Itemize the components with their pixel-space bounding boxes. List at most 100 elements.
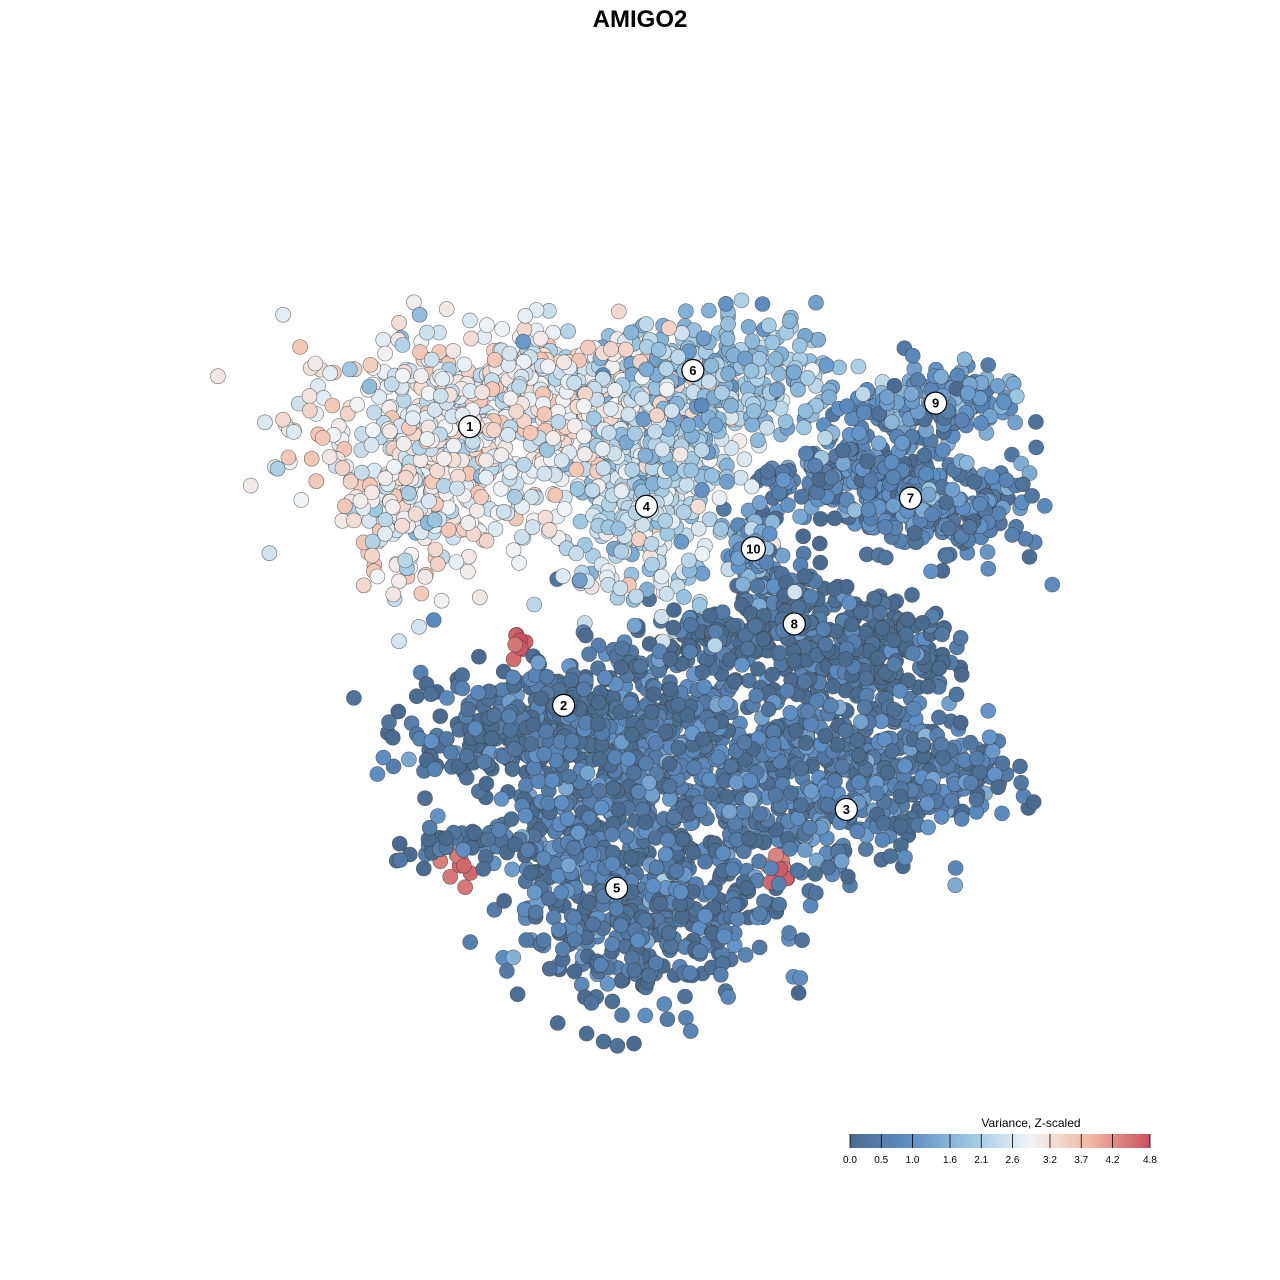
data-point — [683, 462, 700, 479]
data-point — [397, 552, 414, 569]
data-point — [591, 751, 608, 767]
data-point — [604, 826, 620, 843]
data-point — [595, 460, 612, 477]
data-point — [885, 469, 902, 486]
data-point — [603, 401, 619, 417]
data-point — [433, 592, 450, 609]
data-point — [366, 404, 383, 421]
data-point — [604, 856, 621, 872]
data-point — [604, 936, 620, 953]
data-point — [654, 441, 671, 458]
data-point — [600, 425, 617, 441]
data-point — [560, 323, 576, 340]
data-point — [947, 860, 964, 876]
data-point — [892, 818, 909, 834]
data-point — [607, 749, 623, 766]
data-point — [622, 695, 638, 712]
data-point — [457, 879, 474, 896]
data-point — [1037, 498, 1053, 514]
data-point — [593, 799, 610, 816]
data-point — [605, 780, 621, 797]
data-point — [903, 385, 920, 402]
data-point — [994, 805, 1010, 822]
data-point — [662, 681, 678, 698]
data-point — [875, 815, 892, 831]
data-point — [885, 497, 902, 514]
data-point — [656, 996, 673, 1012]
data-point — [672, 446, 689, 463]
data-point — [637, 814, 654, 831]
data-point — [822, 697, 839, 714]
data-point — [721, 803, 738, 820]
data-point — [210, 368, 226, 385]
data-point — [324, 397, 341, 414]
data-point — [469, 502, 485, 519]
data-point — [499, 963, 515, 979]
data-point — [395, 435, 412, 452]
data-point — [779, 682, 796, 699]
data-point — [603, 341, 619, 357]
data-point — [897, 849, 913, 866]
data-point — [618, 341, 634, 358]
data-point — [427, 761, 443, 778]
data-point — [968, 750, 985, 767]
legend-tick-label: 4.2 — [1106, 1155, 1120, 1166]
data-point — [750, 661, 766, 677]
data-point — [839, 398, 855, 414]
data-point — [541, 522, 558, 538]
data-point — [981, 729, 998, 746]
data-point — [429, 556, 446, 572]
data-point — [486, 351, 503, 368]
legend-tick-label: 1.6 — [943, 1155, 957, 1166]
data-point — [454, 680, 471, 697]
data-point — [882, 848, 899, 864]
data-point — [242, 477, 259, 494]
data-point — [754, 296, 771, 312]
data-point — [662, 460, 678, 477]
data-point — [460, 701, 476, 718]
data-point — [690, 498, 707, 515]
data-point — [432, 708, 449, 725]
data-point — [507, 489, 523, 505]
data-point — [535, 932, 552, 949]
data-point — [947, 877, 964, 894]
data-point — [613, 659, 630, 676]
data-point — [682, 617, 699, 633]
data-point — [811, 535, 828, 552]
data-point — [736, 451, 753, 468]
data-point — [599, 976, 616, 992]
data-point — [751, 853, 767, 870]
data-point — [883, 454, 900, 471]
data-point — [760, 317, 777, 334]
data-point — [984, 469, 1000, 485]
data-point — [678, 476, 695, 493]
data-point — [792, 508, 808, 525]
data-point — [638, 755, 654, 772]
data-point — [526, 884, 543, 901]
data-point — [715, 845, 731, 861]
data-point — [968, 791, 985, 808]
data-point — [931, 660, 948, 677]
data-point — [765, 736, 782, 752]
data-point — [740, 319, 757, 335]
data-point — [923, 563, 939, 580]
data-point — [257, 414, 273, 431]
data-point — [768, 382, 785, 398]
data-point — [496, 893, 512, 909]
data-point — [892, 788, 909, 805]
data-point — [707, 624, 724, 640]
data-point — [843, 616, 860, 633]
data-point — [568, 545, 585, 562]
data-point — [744, 416, 760, 433]
data-point — [590, 715, 606, 732]
data-point — [793, 760, 809, 777]
data-point — [961, 519, 978, 535]
data-point — [973, 415, 989, 431]
data-point — [585, 916, 601, 933]
data-point — [659, 381, 675, 398]
data-point — [346, 512, 362, 529]
data-point — [920, 819, 936, 836]
cluster-label-4: 4 — [634, 494, 659, 518]
data-point — [519, 842, 536, 858]
data-point — [564, 733, 580, 749]
